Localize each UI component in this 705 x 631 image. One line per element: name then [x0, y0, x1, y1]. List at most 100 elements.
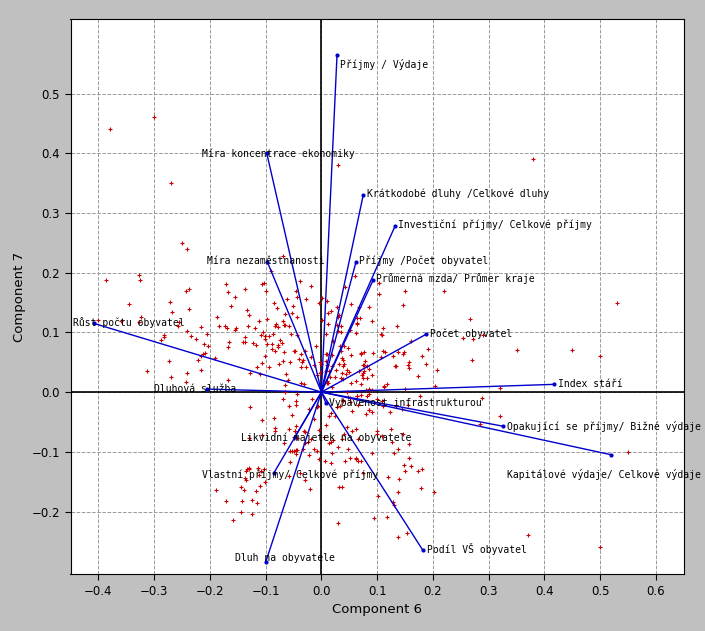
- Point: [326, 457, 337, 468]
- Point: [332, 442, 343, 452]
- Point: [134, 275, 145, 285]
- Point: [322, 308, 333, 318]
- Text: Vlastní příjmy/ Celkové příjmy: Vlastní příjmy/ Celkové příjmy: [202, 469, 378, 480]
- Point: [321, 378, 333, 388]
- Text: Opakující se příjmy/ Bižné výdaje: Opakující se příjmy/ Bižné výdaje: [506, 421, 700, 432]
- Point: [594, 542, 606, 552]
- Point: [176, 238, 188, 248]
- Point: [361, 391, 372, 401]
- Point: [388, 500, 400, 510]
- Text: Investiční příjmy/ Celkové příjmy: Investiční příjmy/ Celkové příjmy: [398, 220, 592, 230]
- Point: [350, 271, 361, 281]
- Point: [235, 482, 247, 492]
- Point: [283, 471, 295, 481]
- Point: [363, 389, 374, 399]
- Point: [277, 251, 288, 261]
- Point: [360, 356, 371, 366]
- Point: [259, 278, 270, 288]
- Point: [391, 361, 402, 371]
- Point: [342, 444, 353, 454]
- Point: [263, 362, 274, 372]
- Point: [329, 372, 341, 382]
- Point: [328, 435, 339, 445]
- Point: [300, 346, 311, 357]
- Point: [295, 362, 307, 372]
- Point: [355, 312, 366, 322]
- Point: [623, 447, 634, 457]
- Point: [278, 316, 289, 326]
- Point: [386, 424, 397, 434]
- Point: [257, 430, 268, 440]
- Point: [285, 446, 296, 456]
- Point: [294, 276, 305, 286]
- Point: [236, 495, 247, 505]
- Point: [299, 426, 310, 436]
- Point: [355, 390, 367, 400]
- Point: [273, 342, 284, 352]
- Point: [240, 466, 252, 476]
- Point: [336, 327, 347, 338]
- Point: [330, 411, 341, 421]
- Point: [239, 284, 250, 294]
- Point: [259, 464, 270, 475]
- Point: [363, 405, 374, 415]
- Text: Růst počtu obyvatel: Růst počtu obyvatel: [73, 317, 185, 327]
- Point: [221, 280, 232, 290]
- Point: [190, 334, 202, 344]
- Point: [403, 453, 415, 463]
- Point: [474, 419, 486, 429]
- Point: [278, 320, 290, 330]
- Point: [364, 302, 375, 312]
- Point: [291, 432, 302, 442]
- Point: [392, 444, 403, 454]
- Point: [319, 456, 331, 466]
- Point: [288, 445, 300, 456]
- Point: [353, 367, 364, 377]
- Point: [337, 395, 348, 405]
- Point: [326, 437, 337, 447]
- Point: [352, 434, 364, 444]
- Point: [374, 288, 385, 298]
- Point: [391, 321, 403, 331]
- Point: [133, 269, 145, 280]
- Point: [212, 312, 223, 322]
- Point: [104, 124, 115, 134]
- Point: [314, 368, 325, 378]
- Point: [339, 456, 350, 466]
- Point: [292, 445, 303, 456]
- Point: [345, 377, 357, 387]
- Point: [350, 327, 362, 338]
- Point: [375, 329, 386, 339]
- Point: [251, 486, 262, 496]
- Point: [290, 445, 302, 455]
- Point: [341, 365, 352, 375]
- Point: [300, 362, 312, 372]
- Point: [180, 377, 192, 387]
- Point: [225, 301, 236, 311]
- Point: [291, 389, 302, 399]
- Point: [387, 351, 398, 361]
- Point: [197, 349, 209, 359]
- Point: [300, 475, 311, 485]
- Point: [350, 423, 362, 433]
- Point: [317, 316, 328, 326]
- Point: [403, 360, 414, 370]
- Point: [135, 312, 147, 322]
- Point: [313, 425, 324, 435]
- Point: [611, 297, 623, 307]
- Point: [287, 410, 298, 420]
- Point: [367, 386, 378, 396]
- Point: [405, 461, 417, 471]
- Point: [352, 319, 363, 329]
- Text: Index stáří: Index stáří: [558, 379, 623, 389]
- Point: [376, 352, 387, 362]
- Point: [495, 384, 506, 394]
- Point: [247, 338, 259, 348]
- Point: [192, 355, 203, 365]
- Point: [360, 385, 372, 395]
- Point: [336, 353, 347, 363]
- Point: [219, 321, 231, 331]
- Point: [286, 329, 297, 339]
- Point: [393, 474, 405, 484]
- Point: [241, 464, 252, 475]
